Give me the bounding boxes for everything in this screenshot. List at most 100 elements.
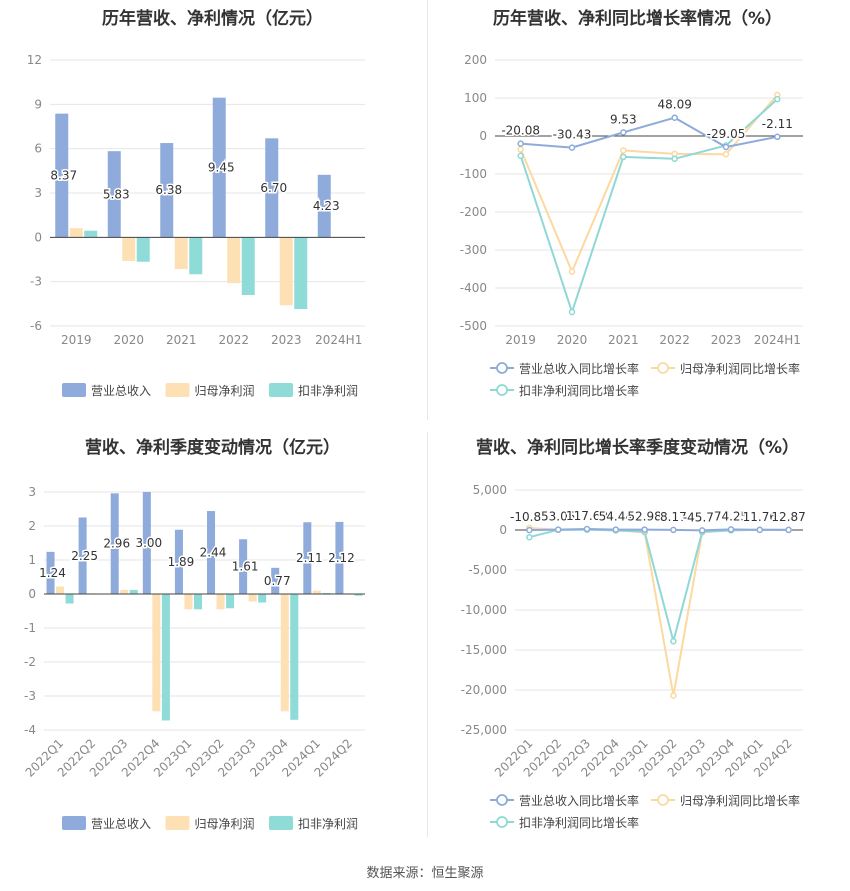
bar-revenue [317,174,331,238]
bar-net-profit [122,237,136,261]
point-revenue-growth [517,140,524,147]
legend-label: 扣非净利润同比增长率 [519,815,639,830]
data-source-footer: 数据来源：恒生聚源 [366,866,484,881]
legend-label: 扣非净利润同比增长率 [519,383,639,398]
point-revenue-growth [698,527,706,534]
point-deducted-profit-growth [517,152,524,160]
series-line-revenue-growth [520,116,778,149]
y-tick-label: 0 [28,587,36,601]
legend-label: 归母净利润 [195,817,255,831]
bar-deducted-profit [189,237,203,275]
y-tick-label: -25,000 [461,723,507,737]
data-label: 12.87 [771,510,805,524]
data-label: 48.09 [657,98,691,112]
bar-deducted-profit [354,594,363,596]
bar-net-profit [248,594,257,602]
y-tick-label: 5,000 [473,483,507,497]
point-revenue-growth [583,525,591,533]
point-revenue-growth [568,144,576,151]
point-revenue-growth [526,526,533,534]
legend-swatch-marker [657,794,669,806]
y-tick-label: -6 [30,319,42,333]
bar-deducted-profit [193,594,202,610]
legend-label: 营业总收入同比增长率 [519,793,639,808]
data-label: -2.11 [762,117,793,131]
y-tick-label: -400 [460,281,487,295]
x-tick-label: 2024H1 [754,333,801,347]
data-label: 6.70 [260,181,287,195]
data-label: -45.77 [683,510,722,524]
y-tick-label: -20,000 [461,683,507,697]
data-label: 6.38 [155,183,182,197]
y-tick-label: -4 [24,723,36,737]
x-tick-label: 2023 [271,333,302,347]
y-tick-label: -3 [24,689,36,703]
bar-net-profit [56,586,65,594]
quarter-line-chart: 5,000 0 -5,000 -10,000 -15,000 -20,000 -25,000… [461,483,808,830]
series-line-net-profit-growth [519,94,779,275]
bar-deducted-profit [226,594,235,609]
annual-line-chart: 200 100 0 -100 -200 -300 -400 -500 -20.08 -30.43 9… [460,53,803,398]
y-tick-label: 3 [34,186,42,200]
bar-net-profit [312,590,321,594]
x-tick-label: 2022 [218,333,249,347]
point-revenue-growth [670,526,677,534]
x-tick-label: 2021 [166,333,197,347]
point-deducted-profit-growth [526,533,533,541]
data-label: 2.12 [328,551,355,565]
legend-swatch [165,383,190,397]
x-tick-label: 2020 [113,333,144,347]
data-label: 117.69 [566,509,608,523]
bar-revenue [212,97,226,238]
y-tick-label: -5,000 [468,563,507,577]
legend-swatch [269,383,293,397]
bar-revenue [55,113,69,238]
y-tick-label: -10,000 [461,603,507,617]
bar-net-profit [174,237,188,270]
point-revenue-growth [722,143,730,151]
point-net-profit-growth [568,268,576,275]
point-revenue-growth [727,526,735,533]
point-revenue-growth [620,129,627,136]
legend-swatch [62,816,86,830]
bar-deducted-profit [258,594,267,603]
bar-revenue [239,539,248,594]
bar-deducted-profit [136,237,150,262]
legend-swatch [269,816,293,830]
series-line-net-profit-growth [529,527,789,696]
legend-label: 扣非净利润 [298,384,358,398]
bar-deducted-profit [322,592,331,594]
y-tick-label: 200 [464,53,487,67]
annual-bar-chart: 12 9 6 3 0 -3 -6 8.37 5.83 6.38 9.45 6.70 4.23 2019 20… [27,53,365,398]
x-tick-label: 2021 [608,333,639,347]
y-tick-label: -100 [460,167,487,181]
data-label: 54.44 [599,510,633,524]
y-tick-label: -3 [30,275,42,289]
bar-revenue [46,551,55,594]
data-label: 2.44 [200,546,227,560]
y-tick-label: -1 [24,621,36,635]
bar-deducted-profit [294,237,308,310]
legend-swatch-marker [496,794,508,806]
y-tick-label: 0 [499,523,507,537]
legend-label: 营业总收入 [91,817,151,831]
chart-title: 历年营收、净利同比增长率情况（%） [492,9,783,29]
bar-deducted-profit [161,594,170,721]
bar-net-profit [227,237,241,284]
y-tick-label: -2 [24,655,36,669]
data-label: 1.24 [39,566,66,580]
point-net-profit-growth [517,146,524,153]
bar-deducted-profit [84,230,98,238]
data-label: -30.43 [553,128,592,142]
y-tick-label: 0 [479,129,487,143]
x-tick-label: 2020 [557,333,588,347]
bar-revenue [142,492,151,594]
bar-revenue [110,493,119,594]
bar-revenue [174,529,183,594]
point-deducted-profit-growth [670,637,677,645]
bar-revenue [271,567,280,594]
legend-swatch-marker [657,362,669,374]
y-tick-label: -500 [460,319,487,333]
data-label: 2.11 [296,551,323,565]
y-tick-label: -200 [460,205,487,219]
